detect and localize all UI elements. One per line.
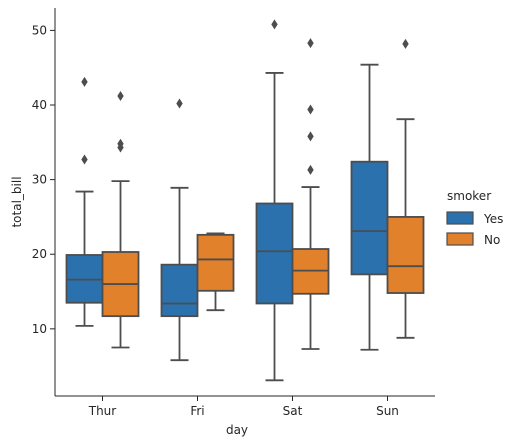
axes: 10 20 30 40 50 Thur Fri Sat Sun day total_bill	[10, 8, 435, 437]
box-sun-no	[386, 38, 425, 339]
box-iqr	[350, 160, 389, 276]
y-tick-label: 50	[32, 23, 47, 37]
outlier-point	[176, 98, 183, 109]
y-tick-label: 10	[32, 322, 47, 336]
outlier-point	[307, 104, 314, 115]
y-tick-label: 20	[32, 247, 47, 261]
x-axis-title: day	[226, 423, 248, 437]
legend: smoker Yes No	[446, 189, 503, 247]
y-tick-label: 40	[32, 98, 47, 112]
outlier-point	[117, 91, 124, 102]
legend-swatch-yes	[446, 211, 474, 225]
box-iqr	[386, 216, 425, 294]
box-sun-yes	[350, 63, 389, 351]
box-iqr	[196, 233, 235, 292]
x-tick-label: Sat	[283, 404, 303, 418]
plot-area	[65, 19, 425, 382]
box-iqr	[255, 202, 294, 305]
outlier-point	[117, 142, 124, 153]
outlier-point	[402, 38, 409, 49]
x-tick-label: Sun	[376, 404, 399, 418]
legend-label-yes: Yes	[483, 212, 503, 226]
outlier-point	[271, 19, 278, 30]
outlier-point	[307, 164, 314, 175]
outlier-point	[81, 76, 88, 87]
box-iqr	[160, 263, 199, 318]
box-fri-yes	[160, 98, 199, 362]
outlier-point	[307, 38, 314, 49]
box-fri-no	[196, 232, 235, 312]
outlier-point	[81, 154, 88, 165]
x-tick-label: Thur	[88, 404, 117, 418]
legend-label-no: No	[484, 233, 500, 247]
legend-title: smoker	[447, 189, 491, 203]
y-axis-title: total_bill	[10, 176, 24, 227]
box-sat-yes	[255, 19, 294, 382]
y-tick-label: 30	[32, 173, 47, 187]
outlier-point	[307, 131, 314, 142]
x-tick-label: Fri	[190, 404, 204, 418]
box-sat-no	[291, 38, 330, 350]
legend-swatch-no	[446, 232, 474, 246]
box-thur-yes	[65, 76, 104, 327]
box-thur-no	[101, 91, 140, 349]
